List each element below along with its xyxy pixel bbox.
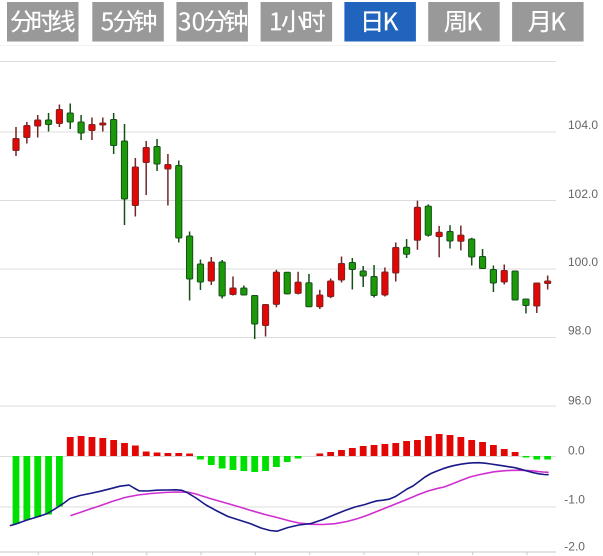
- svg-text:-2.0: -2.0: [564, 539, 585, 553]
- svg-text:0.0: 0.0: [568, 443, 585, 457]
- svg-text:96.0: 96.0: [568, 393, 592, 407]
- svg-text:98.0: 98.0: [568, 324, 592, 338]
- svg-text:104.0: 104.0: [568, 118, 598, 132]
- svg-text:102.0: 102.0: [568, 187, 598, 201]
- svg-text:-1.0: -1.0: [564, 493, 585, 507]
- svg-text:100.0: 100.0: [568, 255, 598, 269]
